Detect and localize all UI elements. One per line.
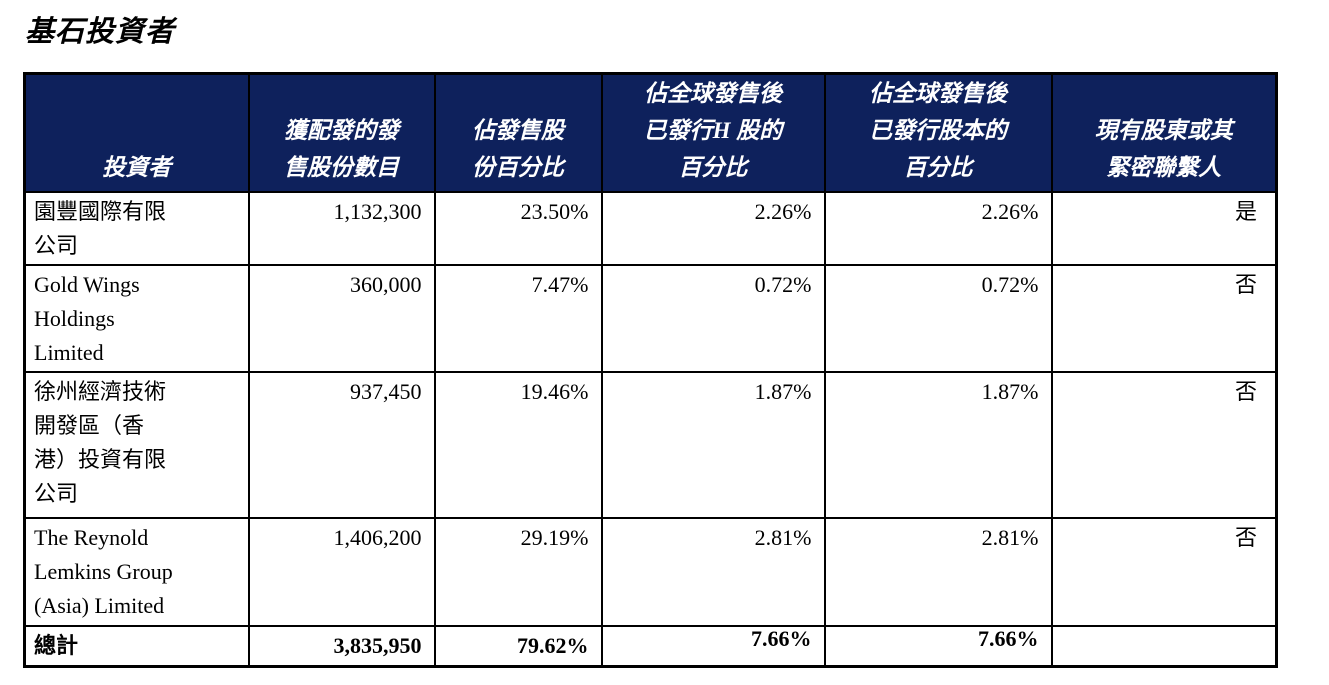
pct-offer-shares-value: 7.47%	[433, 264, 603, 373]
header-shares-allocated: 獲配發的發 售股份數目	[247, 72, 436, 193]
pct-share-capital-value: 1.87%	[823, 371, 1053, 519]
total-pct-share-capital-text: 7.66%	[978, 626, 1039, 651]
existing-shareholder-value: 否	[1050, 264, 1278, 373]
table-row: 徐州經濟技術 開發區（香 港）投資有限 公司 937,450 19.46% 1.…	[23, 371, 1278, 519]
table-row: The Reynold Lemkins Group (Asia) Limited…	[23, 517, 1278, 627]
existing-shareholder-value: 是	[1050, 191, 1278, 266]
total-pct-share-capital-value: 7.66%	[823, 625, 1053, 667]
shares-value: 937,450	[247, 371, 436, 519]
pct-h-shares-value: 0.72%	[600, 264, 826, 373]
pct-h-shares-value: 2.26%	[600, 191, 826, 266]
pct-h-shares-value: 1.87%	[600, 371, 826, 519]
shares-value: 1,132,300	[247, 191, 436, 266]
total-pct-h-shares-value: 7.66%	[600, 625, 826, 667]
table-header-row: 投資者 獲配發的發 售股份數目 佔發售股 份百分比 佔全球發售後 已發行H 股的…	[23, 72, 1278, 193]
investor-name: The Reynold Lemkins Group (Asia) Limited	[23, 517, 250, 627]
pct-share-capital-value: 2.81%	[823, 517, 1053, 627]
total-pct-offer-shares-value: 79.62%	[433, 625, 603, 667]
header-pct-offer-shares: 佔發售股 份百分比	[433, 72, 603, 193]
total-label: 總計	[23, 625, 250, 667]
cornerstone-investors-table: 投資者 獲配發的發 售股份數目 佔發售股 份百分比 佔全球發售後 已發行H 股的…	[23, 72, 1278, 668]
existing-shareholder-value: 否	[1050, 517, 1278, 627]
pct-offer-shares-value: 23.50%	[433, 191, 603, 266]
total-row: 總計 3,835,950 79.62% 7.66% 7.66%	[23, 625, 1278, 667]
investor-name: 園豐國際有限 公司	[23, 191, 250, 266]
header-existing-shareholder: 現有股東或其 緊密聯繫人	[1050, 72, 1278, 193]
total-existing-shareholder-value	[1050, 625, 1278, 667]
page-title: 基石投資者	[25, 16, 176, 48]
table-row: 園豐國際有限 公司 1,132,300 23.50% 2.26% 2.26% 是	[23, 191, 1278, 266]
total-pct-h-shares-text: 7.66%	[751, 626, 812, 651]
investor-name: Gold Wings Holdings Limited	[23, 264, 250, 373]
pct-share-capital-value: 2.26%	[823, 191, 1053, 266]
pct-h-shares-value: 2.81%	[600, 517, 826, 627]
pct-share-capital-value: 0.72%	[823, 264, 1053, 373]
header-pct-share-capital: 佔全球發售後 已發行股本的 百分比	[823, 72, 1053, 193]
header-pct-h-shares: 佔全球發售後 已發行H 股的 百分比	[600, 72, 826, 193]
table-row: Gold Wings Holdings Limited 360,000 7.47…	[23, 264, 1278, 373]
existing-shareholder-value: 否	[1050, 371, 1278, 519]
shares-value: 1,406,200	[247, 517, 436, 627]
pct-offer-shares-value: 19.46%	[433, 371, 603, 519]
investor-name: 徐州經濟技術 開發區（香 港）投資有限 公司	[23, 371, 250, 519]
total-shares-value: 3,835,950	[247, 625, 436, 667]
header-investor: 投資者	[23, 72, 250, 193]
pct-offer-shares-value: 29.19%	[433, 517, 603, 627]
shares-value: 360,000	[247, 264, 436, 373]
